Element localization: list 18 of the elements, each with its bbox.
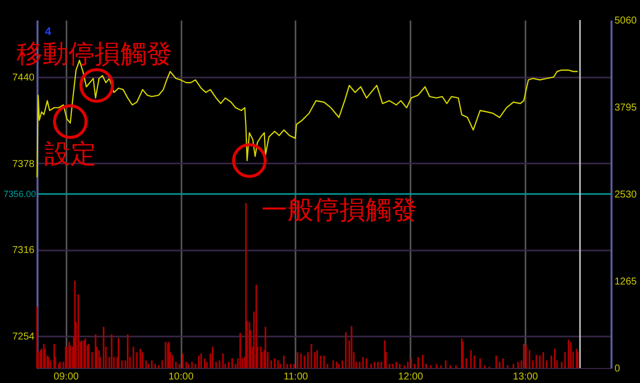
x-tick-label: 12:00 xyxy=(398,372,424,382)
y2-tick-label: 1265 xyxy=(614,276,638,288)
y2-tick-label: 5060 xyxy=(614,16,638,26)
y-tick-label: 7316 xyxy=(12,245,35,256)
annotation: 設定 xyxy=(44,140,96,170)
y2-tick-label: 2530 xyxy=(614,190,638,200)
y2-tick-label: 3795 xyxy=(614,102,638,114)
x-tick-label: 13:00 xyxy=(512,372,538,382)
y-tick-label: 7254 xyxy=(12,331,35,342)
y2-tick-label: 0 xyxy=(614,364,620,374)
y-tick-label: 7440 xyxy=(12,72,35,84)
x-tick-label: 09:00 xyxy=(54,372,80,382)
ref-line-label: 7356.00 xyxy=(3,189,36,199)
x-tick-label: 11:00 xyxy=(284,372,308,382)
annotation: 一般停損觸發 xyxy=(261,196,418,226)
annotation: 4 xyxy=(45,26,52,38)
x-tick-label: 10:00 xyxy=(168,372,194,382)
y-tick-label: 7378 xyxy=(12,158,35,170)
